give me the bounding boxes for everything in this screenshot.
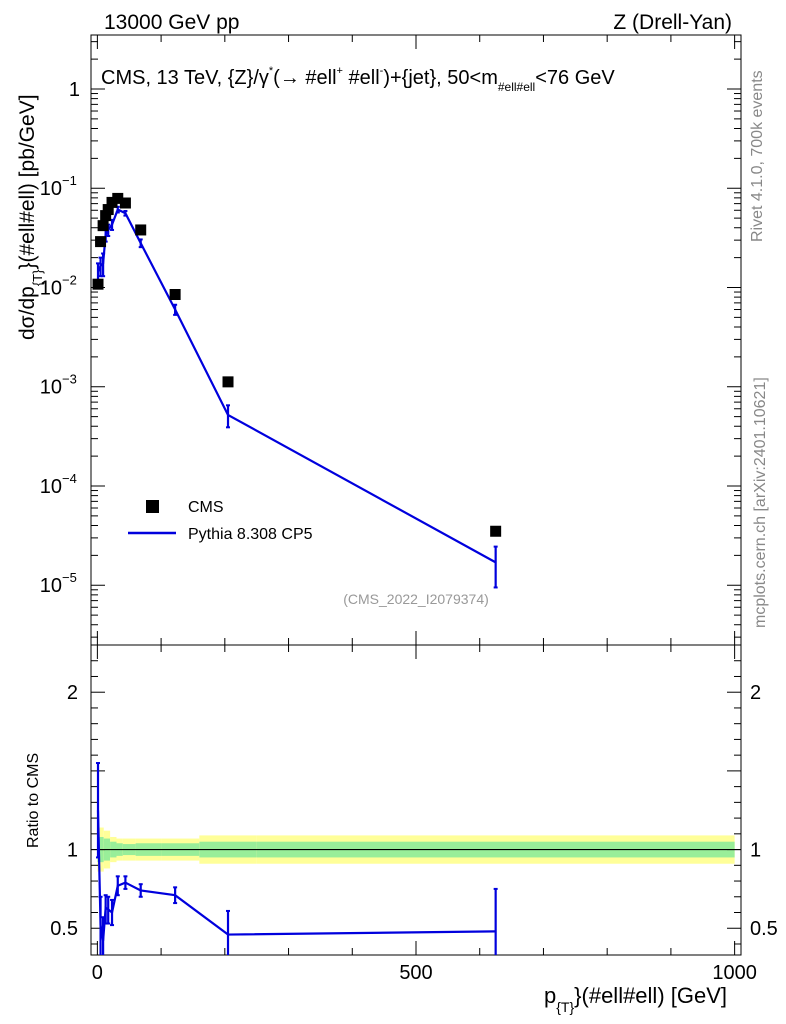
- legend-pythia-label: Pythia 8.308 CP5: [188, 526, 313, 543]
- plot-title: CMS, 13 TeV, {Z}/γ*(→ #ell+ #ell-)+{jet}…: [101, 65, 615, 94]
- y-tick-label: 10: [40, 277, 62, 299]
- ratio-tick-label-right: 0.5: [750, 918, 778, 940]
- cms-data-point: [112, 192, 124, 204]
- x-axis-label: p{T}}(#ell#ell) [GeV]: [544, 983, 727, 1015]
- rivet-label: Rivet 4.1.0, 700k events: [749, 70, 766, 242]
- cms-data-point: [222, 376, 234, 388]
- y-tick-exponent: −3: [62, 372, 77, 387]
- cms-data-point: [135, 224, 147, 236]
- legend-cms-marker: [146, 500, 159, 513]
- y-tick-label: 1: [69, 79, 80, 101]
- x-tick-label: 1000: [712, 962, 757, 984]
- ratio-y-axis-label: Ratio to CMS: [25, 753, 42, 848]
- cms-data-point: [119, 197, 131, 209]
- y-tick-label: 10: [40, 178, 62, 200]
- cms-data-point: [92, 278, 104, 290]
- y-tick-exponent: −5: [62, 570, 77, 585]
- cms-data-point: [100, 210, 112, 222]
- cms-data-point: [169, 289, 181, 301]
- mcplots-label: mcplots.cern.ch [arXiv:2401.10621]: [752, 377, 769, 628]
- ratio-frame: [90, 644, 742, 956]
- x-tick-label: 500: [399, 962, 432, 984]
- main-frame: [90, 34, 742, 646]
- ratio-line: [96, 810, 496, 942]
- data-series: [92, 192, 502, 955]
- ratio-tick-label: 1: [67, 840, 78, 862]
- cms-data-point: [102, 204, 114, 216]
- cms-data-point: [106, 196, 118, 208]
- cms-data-point: [95, 236, 107, 248]
- analysis-watermark: (CMS_2022_I2079374): [343, 591, 489, 607]
- y-tick-label: 10: [40, 476, 62, 498]
- cms-data-point: [97, 220, 109, 232]
- legend-cms-label: CMS: [188, 499, 224, 516]
- y-tick-exponent: −1: [62, 173, 77, 188]
- cms-data-point: [490, 525, 502, 537]
- ratio-tick-label-right: 1: [750, 840, 761, 862]
- y-tick-exponent: −2: [62, 272, 77, 287]
- header-left: 13000 GeV pp: [104, 11, 239, 34]
- ratio-tick-label: 2: [67, 682, 78, 704]
- y-axis-label: dσ/dp{T}}(#ell#ell) [pb/GeV]: [16, 94, 45, 340]
- ratio-tick-label-right: 2: [750, 682, 761, 704]
- x-tick-label: 0: [92, 962, 103, 984]
- y-tick-exponent: −4: [62, 471, 77, 486]
- ratio-tick-label: 0.5: [50, 918, 78, 940]
- header-right: Z (Drell-Yan): [613, 11, 732, 34]
- y-tick-label: 10: [40, 575, 62, 597]
- y-tick-label: 10: [40, 377, 62, 399]
